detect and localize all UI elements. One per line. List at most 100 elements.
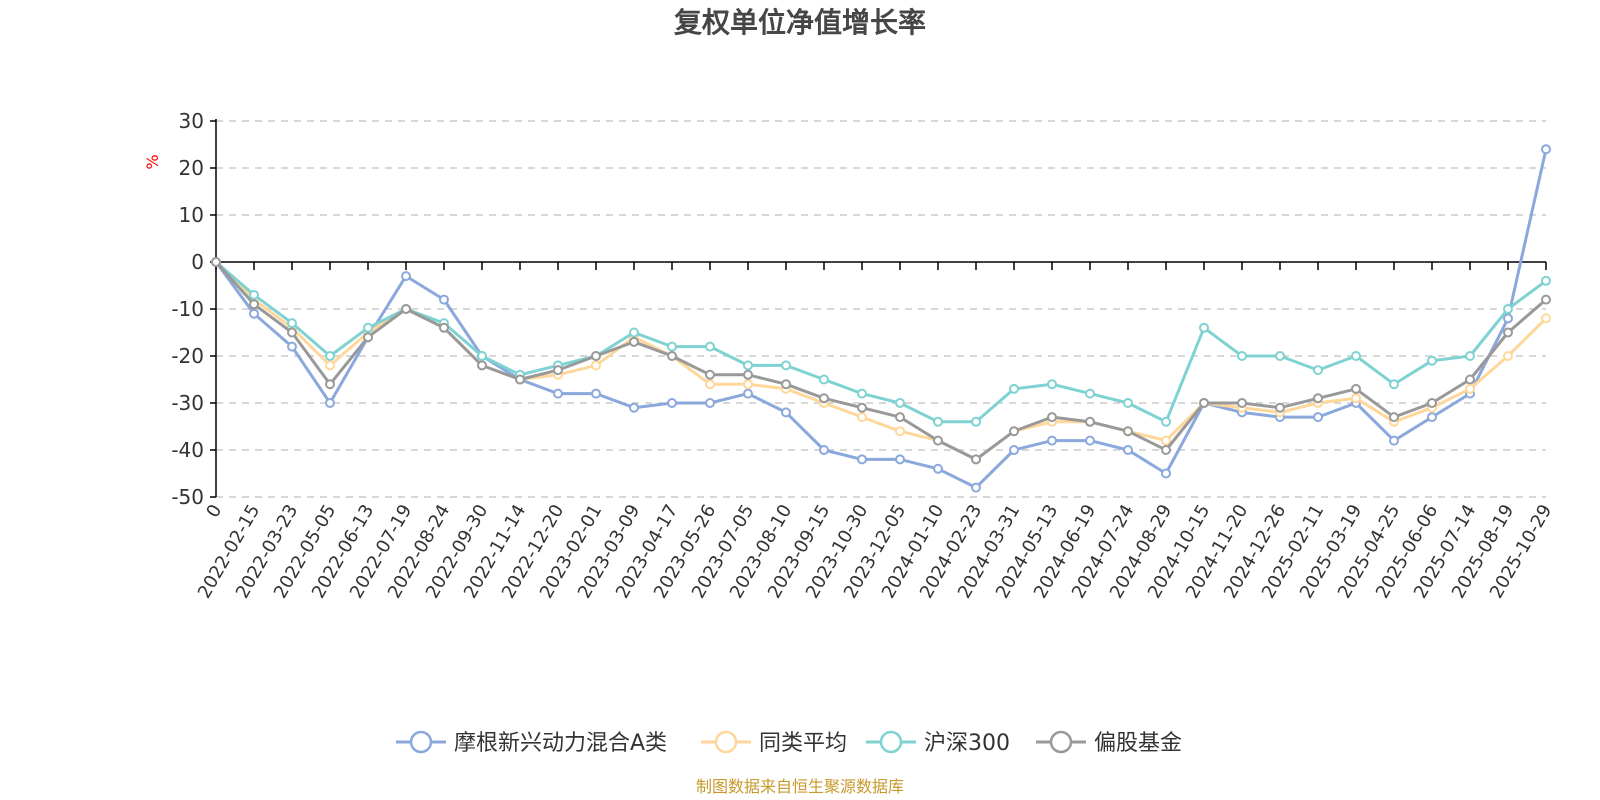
data-point [1123,426,1133,437]
data-point [1009,383,1019,394]
data-point [553,365,563,376]
data-point [933,463,943,474]
y-tick-label: -10 [171,297,204,321]
data-point [1123,398,1133,408]
legend-item[interactable]: 偏股基金 [1036,730,1182,756]
legend[interactable]: 摩根新兴动力混合A类 同类平均 沪深300 偏股基金 [396,730,1182,756]
y-tick-label: 0 [191,250,204,274]
data-point [971,454,981,465]
data-point [1161,468,1171,479]
series-line [214,260,1547,461]
data-source-note: 制图数据来自恒生聚源数据库 [696,777,904,796]
data-point [1351,351,1361,361]
chart-title: 复权单位净值增长率 [674,6,926,39]
data-point [439,294,449,305]
legend-item[interactable]: 同类平均 [701,730,847,756]
data-point [895,426,905,437]
data-point [325,398,335,408]
data-point [1009,426,1019,437]
data-point [971,482,981,493]
legend-swatch-marker [409,730,433,754]
data-point [781,360,791,371]
legend-item[interactable]: 摩根新兴动力混合A类 [396,730,667,756]
data-point [705,341,715,352]
data-point [287,327,297,338]
data-point [553,388,563,399]
y-axis-unit: % [143,154,162,169]
legend-label: 摩根新兴动力混合A类 [454,731,667,756]
data-point [819,445,829,455]
data-point [249,289,259,300]
data-point [1047,379,1057,390]
data-point [1351,393,1361,404]
data-point [1161,445,1171,455]
legend-item[interactable]: 沪深300 [866,730,1010,756]
data-point [895,412,905,423]
data-point [1199,322,1209,333]
data-point [591,351,601,361]
data-point [743,360,753,371]
grid-layer [216,120,1546,498]
data-point [629,327,639,338]
data-point [857,388,867,399]
data-point [1047,435,1057,446]
data-point [1503,313,1513,324]
data-point [439,322,449,333]
data-point [1275,402,1285,413]
data-point [819,393,829,404]
legend-label: 沪深300 [924,731,1010,756]
data-point [705,398,715,408]
data-point [515,374,525,385]
data-point [1389,379,1399,390]
data-point [1427,412,1437,423]
series-1 [211,257,1551,465]
data-point [591,360,601,371]
legend-label: 偏股基金 [1094,731,1182,756]
data-point [971,416,981,427]
data-point [1389,435,1399,446]
data-point [591,388,601,399]
data-point [1465,374,1475,385]
data-point [287,341,297,352]
data-point [781,407,791,418]
data-point [1541,313,1551,324]
data-point [287,318,297,329]
data-point [1503,304,1513,314]
legend-label: 同类平均 [759,731,847,756]
y-tick-label: 30 [179,109,204,133]
series-0 [211,144,1551,493]
data-point [1313,365,1323,376]
data-point [705,369,715,380]
y-tick-label: -30 [171,391,204,415]
data-point [363,322,373,333]
data-point [781,379,791,390]
series-3 [211,257,1551,465]
data-point [743,369,753,380]
y-tick-label: -40 [171,438,204,462]
data-point [1541,294,1551,305]
data-point [1085,416,1095,427]
data-point [1009,445,1019,455]
data-point [895,454,905,465]
y-tick-label: 20 [179,156,204,180]
series-line [214,148,1548,490]
data-point [1237,351,1247,361]
data-point [667,351,677,361]
data-point [1351,383,1361,394]
data-point [1199,398,1209,408]
data-point [667,341,677,352]
data-point [211,257,221,267]
data-point [933,416,943,427]
data-point [1427,355,1437,366]
data-point [857,412,867,423]
data-point [1161,416,1171,427]
data-point [363,332,373,343]
data-point [743,388,753,399]
data-point [1275,351,1285,361]
x-tick-label: 0 [202,501,226,521]
data-point [1541,275,1551,286]
data-point [1465,351,1475,361]
data-point [1389,412,1399,423]
data-point [249,299,259,310]
data-point [1123,445,1133,455]
